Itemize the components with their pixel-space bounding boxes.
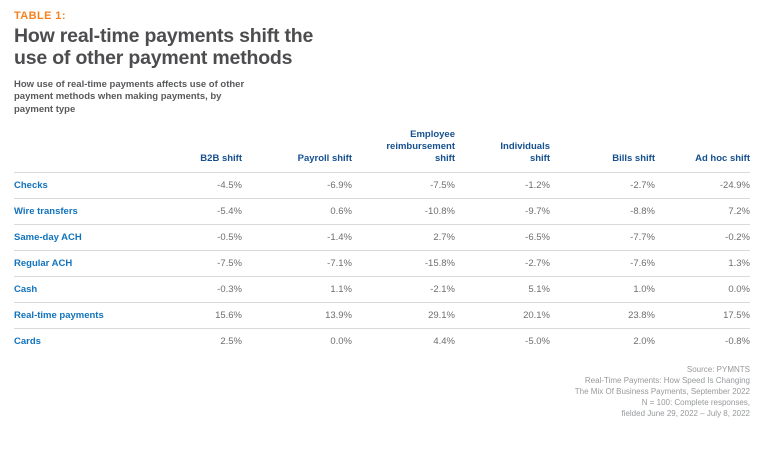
table-number-label: TABLE 1: [14, 10, 66, 22]
row-label: Checks [14, 179, 48, 191]
row-label: Same-day ACH [14, 231, 82, 243]
cell-value: 2.0% [633, 336, 655, 348]
cell-value: 20.1% [523, 309, 550, 321]
table-body: Checks -4.5% -6.9% -7.5% -1.2% -2.7% -24.9% Wir… [14, 172, 750, 354]
source-note-line: Real-Time Payments: How Speed Is Changin… [584, 376, 750, 386]
page-title-line: How real-time payments shift the [14, 25, 314, 47]
table-row: Cash -0.3% 1.1% -2.1% 5.1% 1.0% 0.0% [14, 276, 750, 302]
cell-value: -6.9% [327, 179, 352, 191]
column-header-label: Bills shift [612, 153, 655, 164]
cell-value: -8.8% [630, 205, 655, 217]
column-header-label: Payroll shift [297, 153, 352, 164]
table-row: Wire transfers -5.4% 0.6% -10.8% -9.7% -8.8% 7… [14, 198, 750, 224]
row-label: Real-time payments [14, 309, 104, 321]
payment-shift-table: B2B shift Payroll shift Employee reimburse… [14, 129, 750, 354]
page-subtitle-line: payment methods when making payments, by [14, 91, 222, 103]
row-label: Cash [14, 283, 38, 295]
table-header-row: B2B shift Payroll shift Employee reimburse… [14, 129, 750, 172]
cell-value: -4.5% [217, 179, 242, 191]
cell-value: -5.4% [217, 205, 242, 217]
table-row: Regular ACH -7.5% -7.1% -15.8% -2.7% -7.6% 1.3… [14, 250, 750, 276]
cell-value: 2.5% [220, 336, 242, 348]
page-title-line: use of other payment methods [14, 46, 293, 69]
source-note: Source: PYMNTS Real-Time Payments: How Sp… [14, 365, 754, 419]
source-note-line: fielded June 29, 2022 – July 8, 2022 [621, 408, 750, 418]
row-label: Regular ACH [14, 257, 73, 269]
column-header: Bills shift [550, 129, 655, 172]
page-content: TABLE 1: How real-time payments shift th… [14, 10, 754, 419]
cell-value: -9.7% [525, 205, 550, 217]
cell-value: 7.2% [728, 205, 750, 217]
row-label: Wire transfers [14, 205, 78, 217]
cell-value: -6.5% [525, 231, 550, 243]
cell-value: -1.4% [327, 231, 352, 243]
table-head: B2B shift Payroll shift Employee reimburse… [14, 129, 750, 172]
cell-value: -10.8% [424, 205, 455, 217]
cell-value: -0.3% [217, 283, 242, 295]
source-note-line: The Mix Of Business Payments, September … [574, 386, 750, 396]
cell-value: -7.6% [630, 257, 655, 269]
source-note-line: Source: PYMNTS [686, 365, 750, 375]
cell-value: 0.0% [330, 336, 352, 348]
cell-value: 13.9% [325, 309, 352, 321]
column-header: B2B shift [134, 129, 242, 172]
cell-value: -5.0% [525, 336, 550, 348]
page-subtitle-line: payment type [14, 103, 76, 115]
column-header: Individuals shift [455, 129, 550, 172]
page-subtitle-line: How use of real-time payments affects us… [14, 78, 245, 90]
cell-value: -7.7% [630, 231, 655, 243]
cell-value: 0.0% [728, 283, 750, 295]
cell-value: 1.1% [330, 283, 352, 295]
cell-value: 0.6% [330, 205, 352, 217]
cell-value: -7.5% [430, 179, 455, 191]
column-header-label: Individuals shift [500, 141, 550, 164]
cell-value: -2.7% [525, 257, 550, 269]
cell-value: 1.3% [728, 257, 750, 269]
cell-value: -1.2% [525, 179, 550, 191]
cell-value: 5.1% [528, 283, 550, 295]
page-subtitle: How use of real-time payments affects us… [14, 79, 754, 117]
table-row: Same-day ACH -0.5% -1.4% 2.7% -6.5% -7.7% -0.2… [14, 224, 750, 250]
cell-value: -7.1% [327, 257, 352, 269]
cell-value: -7.5% [217, 257, 242, 269]
row-label: Cards [14, 336, 41, 348]
cell-value: -15.8% [424, 257, 455, 269]
source-note-line: N = 100: Complete responses, [641, 397, 750, 407]
column-header-label: Employee reimbursement shift [386, 129, 455, 164]
cell-value: 29.1% [428, 309, 455, 321]
corner-cell [14, 129, 134, 172]
cell-value: -0.8% [725, 336, 750, 348]
cell-value: -2.7% [630, 179, 655, 191]
cell-value: -2.1% [430, 283, 455, 295]
cell-value: 4.4% [433, 336, 455, 348]
cell-value: 2.7% [433, 231, 455, 243]
page-title: How real-time payments shift the use of o… [14, 25, 754, 70]
cell-value: -0.2% [725, 231, 750, 243]
table-row: Real-time payments 15.6% 13.9% 29.1% 20.1% 23… [14, 302, 750, 328]
cell-value: 17.5% [723, 309, 750, 321]
cell-value: 15.6% [215, 309, 242, 321]
column-header: Ad hoc shift [655, 129, 750, 172]
cell-value: 1.0% [633, 283, 655, 295]
column-header-label: B2B shift [200, 153, 242, 164]
table-row: Checks -4.5% -6.9% -7.5% -1.2% -2.7% -24.9% [14, 172, 750, 198]
column-header: Employee reimbursement shift [352, 129, 455, 172]
column-header: Payroll shift [242, 129, 352, 172]
cell-value: 23.8% [628, 309, 655, 321]
cell-value: -24.9% [719, 179, 750, 191]
cell-value: -0.5% [217, 231, 242, 243]
column-header-label: Ad hoc shift [695, 153, 750, 164]
table-row: Cards 2.5% 0.0% 4.4% -5.0% 2.0% -0.8% [14, 328, 750, 354]
